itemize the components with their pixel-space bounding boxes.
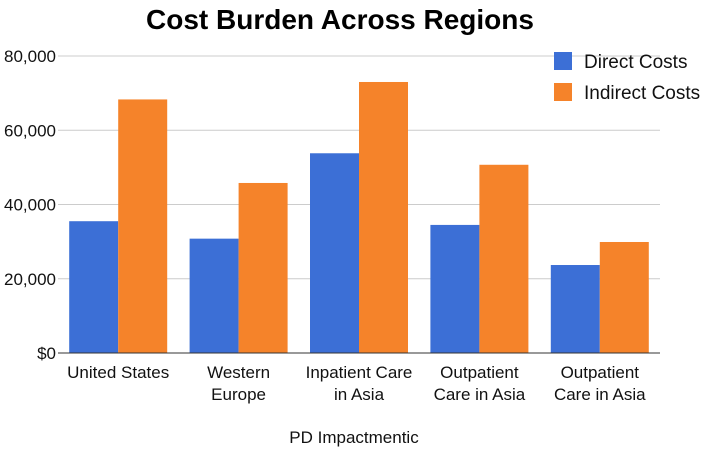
bar-indirect-costs: [359, 81, 408, 354]
x-category-label: Europe: [211, 385, 266, 404]
bar-direct-costs: [550, 265, 600, 353]
x-category-label: Outpatient: [440, 363, 519, 382]
y-tick-label: 80,000: [4, 47, 56, 66]
legend-swatch: [554, 83, 572, 101]
bar-direct-costs: [69, 221, 119, 353]
x-category-label: Inpatient Care: [306, 363, 413, 382]
chart-title: Cost Burden Across Regions: [146, 4, 534, 35]
y-tick-label: 40,000: [4, 196, 56, 215]
x-category-label: in Asia: [334, 385, 385, 404]
legend-label: Indirect Costs: [584, 83, 700, 104]
bar-indirect-costs: [118, 99, 168, 353]
y-tick-label: $0: [37, 344, 56, 363]
bar-direct-costs: [189, 238, 239, 353]
y-tick-label: 20,000: [4, 270, 56, 289]
x-axis-label: PD Impactmentic: [289, 428, 419, 447]
y-tick-label: 60,000: [4, 121, 56, 140]
bar-direct-costs: [310, 153, 359, 353]
legend-swatch: [554, 52, 572, 70]
x-axis-categories: United States Western Europe Inpatient Care…: [67, 363, 646, 404]
bar-indirect-costs: [599, 241, 649, 353]
bar-direct-costs: [430, 224, 480, 353]
x-category-label: Outpatient: [561, 363, 640, 382]
legend: Direct Costs Indirect Costs: [554, 52, 700, 104]
y-axis-ticks: $0 20,000 40,000 60,000 80,000: [4, 47, 56, 363]
bar-indirect-costs: [238, 182, 288, 353]
bar-indirect-costs: [479, 164, 529, 353]
x-category-label: Care in Asia: [434, 385, 526, 404]
legend-label: Direct Costs: [584, 52, 687, 73]
x-category-label: United States: [67, 363, 169, 382]
x-category-label: Western: [207, 363, 270, 382]
bars: [69, 81, 649, 354]
x-category-label: Care in Asia: [554, 385, 646, 404]
